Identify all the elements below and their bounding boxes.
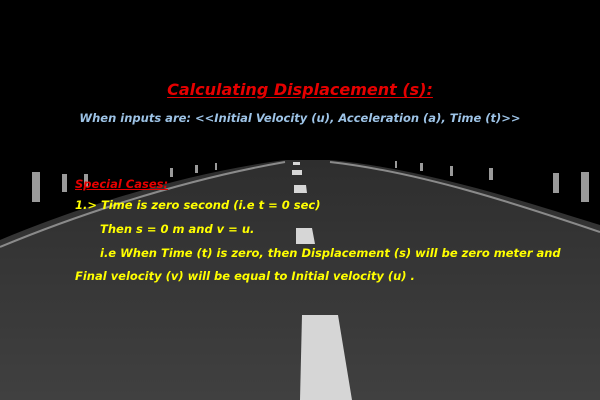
lane-markings xyxy=(292,162,352,400)
inputs-subtitle: When inputs are: <<Initial Velocity (u),… xyxy=(79,111,521,125)
case-heading-line: 1.> Time is zero second (i.e t = 0 sec) xyxy=(75,198,321,212)
page-title: Calculating Displacement (s): xyxy=(167,80,433,99)
case-explanation-continued-line: Final velocity (v) will be equal to Init… xyxy=(75,269,415,283)
road-surface xyxy=(0,160,600,400)
case-explanation-line: i.e When Time (t) is zero, then Displace… xyxy=(100,246,561,260)
special-cases-label: Special Cases: xyxy=(75,177,169,191)
road-edge-right xyxy=(329,161,600,233)
case-result-line: Then s = 0 m and v = u. xyxy=(100,222,255,236)
roadside-posts-left xyxy=(32,163,217,202)
road-edge-left xyxy=(0,161,286,248)
roadside-posts-right xyxy=(395,161,589,202)
